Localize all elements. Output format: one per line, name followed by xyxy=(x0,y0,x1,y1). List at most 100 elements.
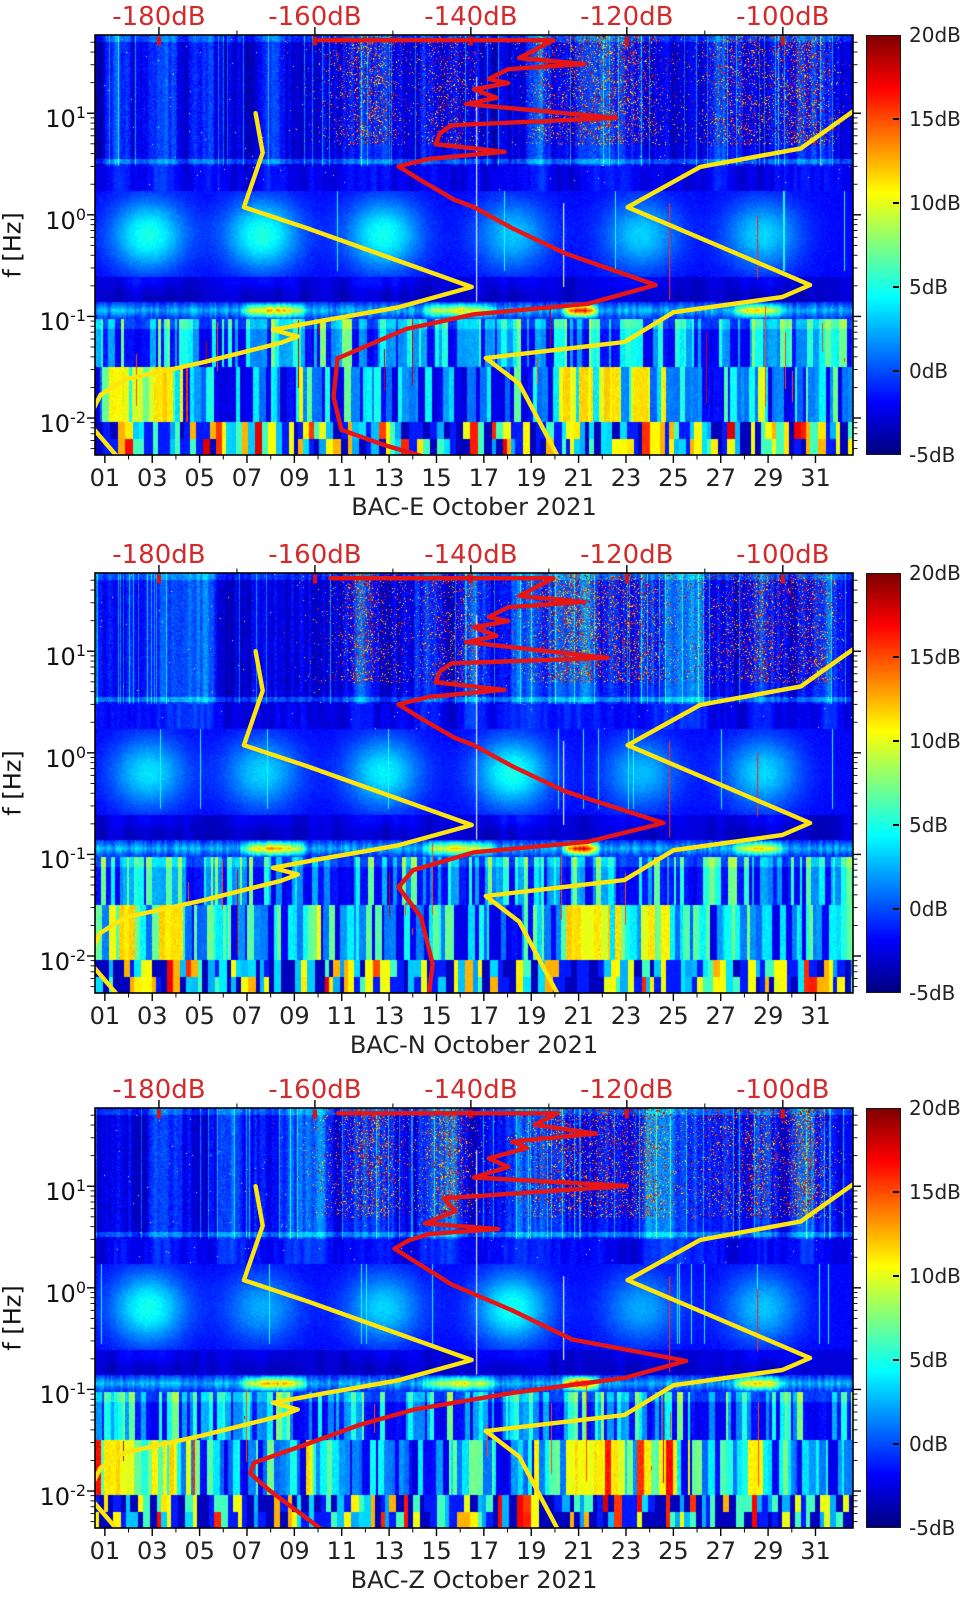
colorbar-tick-label: 10dB xyxy=(909,1264,961,1288)
day-tick-label: 19 xyxy=(515,1002,547,1030)
red-db-tick xyxy=(312,574,317,584)
day-tick-label: 21 xyxy=(563,464,594,492)
day-tick-label: 29 xyxy=(752,1537,784,1565)
colorbar-tick xyxy=(893,1443,899,1445)
red-db-tick xyxy=(312,1109,317,1119)
colorbar-tick xyxy=(893,370,899,372)
day-tick-label: 09 xyxy=(279,1002,310,1030)
freq-tick-label: 101 xyxy=(45,641,86,672)
freq-tick-label: 100 xyxy=(45,204,86,235)
db-axis-labels: -180dB -160dB -140dB -120dB -100dB xyxy=(0,1075,962,1107)
yellow-model-curve-right xyxy=(483,108,853,455)
red-db-tick xyxy=(780,574,785,584)
colorbar-tick-label: 5dB xyxy=(909,275,949,299)
freq-tick-label: 100 xyxy=(45,742,86,773)
colorbar-tick-label: 0dB xyxy=(909,359,949,383)
colorbar-tick xyxy=(893,202,899,204)
panel-bac-z: -180dB -160dB -140dB -120dB -100dB f [Hz] 10… xyxy=(0,1073,962,1599)
day-tick-label: 23 xyxy=(610,464,642,492)
colorbar-tick-label: 15dB xyxy=(909,107,961,131)
panel-title: BAC-E October 2021 xyxy=(351,493,597,521)
day-tick-label: 27 xyxy=(705,464,736,492)
axes-overlay xyxy=(87,27,861,463)
day-tick-label: 09 xyxy=(279,464,310,492)
panel-bac-e: -180dB -160dB -140dB -120dB -100dB f [Hz] 10… xyxy=(0,0,962,538)
colorbar-tick xyxy=(893,118,899,120)
freq-tick-label: 100 xyxy=(45,1277,86,1308)
day-tick-label: 17 xyxy=(468,1537,500,1565)
panel-title: BAC-Z October 2021 xyxy=(350,1566,598,1594)
freq-tick-label: 10-1 xyxy=(39,306,87,337)
y-axis-label-text: f [Hz] xyxy=(0,1285,28,1351)
colorbar-tick xyxy=(893,1275,899,1277)
red-db-tick xyxy=(468,1109,473,1119)
day-tick-label: 09 xyxy=(279,1537,310,1565)
day-tick-label: 25 xyxy=(658,1002,689,1030)
freq-tick-label: 10-1 xyxy=(39,844,87,875)
plot-border xyxy=(94,1107,854,1529)
day-tick-label: 03 xyxy=(136,1002,168,1030)
panel-title: BAC-N October 2021 xyxy=(349,1031,599,1059)
day-tick-label: 05 xyxy=(184,1002,215,1030)
red-db-tick xyxy=(624,574,629,584)
freq-tick-label: 10-2 xyxy=(39,408,87,439)
colorbar-tick xyxy=(893,824,899,826)
day-tick-label: 05 xyxy=(184,464,215,492)
colorbar-tick-label: -5dB xyxy=(909,981,956,1005)
red-psd-curve-bac-e xyxy=(316,37,658,455)
yellow-model-curve-right xyxy=(483,646,853,993)
yellow-model-curve-left xyxy=(95,1183,474,1528)
day-tick-label: 27 xyxy=(705,1537,736,1565)
freq-tick-label: 101 xyxy=(45,103,86,134)
yellow-model-curve-left xyxy=(95,110,474,455)
day-tick-label: 11 xyxy=(326,1002,357,1030)
spectrogram-plot xyxy=(87,1100,861,1536)
day-tick-label: 29 xyxy=(752,464,784,492)
day-tick-label: 27 xyxy=(705,1002,736,1030)
colorbar-tick-label: -5dB xyxy=(909,443,956,467)
spectrogram-plot xyxy=(87,27,861,463)
day-tick-label: 17 xyxy=(468,1002,500,1030)
colorbar-tick xyxy=(893,740,899,742)
red-db-tick xyxy=(468,36,473,46)
red-db-tick xyxy=(312,36,317,46)
colorbar-tick xyxy=(893,656,899,658)
day-tick-label: 15 xyxy=(421,464,452,492)
colorbar-tick xyxy=(893,1191,899,1193)
day-tick-label: 29 xyxy=(752,1002,784,1030)
panel-bac-n: -180dB -160dB -140dB -120dB -100dB f [Hz] 10… xyxy=(0,538,962,1073)
y-axis-label-text: f [Hz] xyxy=(0,212,28,278)
day-tick-label: 21 xyxy=(563,1002,594,1030)
day-tick-label: 19 xyxy=(515,1537,547,1565)
freq-tick-label: 101 xyxy=(45,1176,86,1207)
red-db-tick xyxy=(156,1109,161,1119)
day-tick-label: 01 xyxy=(89,1002,121,1030)
red-db-tick xyxy=(468,574,473,584)
day-tick-label: 23 xyxy=(610,1537,642,1565)
day-tick-label: 15 xyxy=(421,1537,452,1565)
colorbar-tick-label: 5dB xyxy=(909,813,949,837)
day-tick-label: 01 xyxy=(89,1537,121,1565)
red-db-tick xyxy=(624,1109,629,1119)
day-tick-label: 31 xyxy=(800,1537,831,1565)
colorbar-tick xyxy=(893,286,899,288)
colorbar xyxy=(866,573,901,993)
yellow-model-curve-left xyxy=(95,648,474,993)
colorbar-tick-label: 15dB xyxy=(909,1180,961,1204)
axes-overlay xyxy=(87,1100,861,1536)
day-tick-label: 31 xyxy=(800,464,831,492)
day-tick-label: 19 xyxy=(515,464,547,492)
day-tick-label: 13 xyxy=(373,1002,405,1030)
day-tick-label: 05 xyxy=(184,1537,215,1565)
plot-border xyxy=(94,572,854,994)
freq-tick-label: 10-1 xyxy=(39,1379,87,1410)
day-tick-label: 13 xyxy=(373,1537,405,1565)
colorbar-tick-label: 20dB xyxy=(909,23,961,47)
colorbar-tick-label: 15dB xyxy=(909,645,961,669)
red-db-tick xyxy=(156,574,161,584)
day-tick-label: 15 xyxy=(421,1002,452,1030)
red-psd-curve-bac-n xyxy=(328,575,666,993)
red-db-tick xyxy=(780,36,785,46)
freq-tick-label: 10-2 xyxy=(39,1481,87,1512)
